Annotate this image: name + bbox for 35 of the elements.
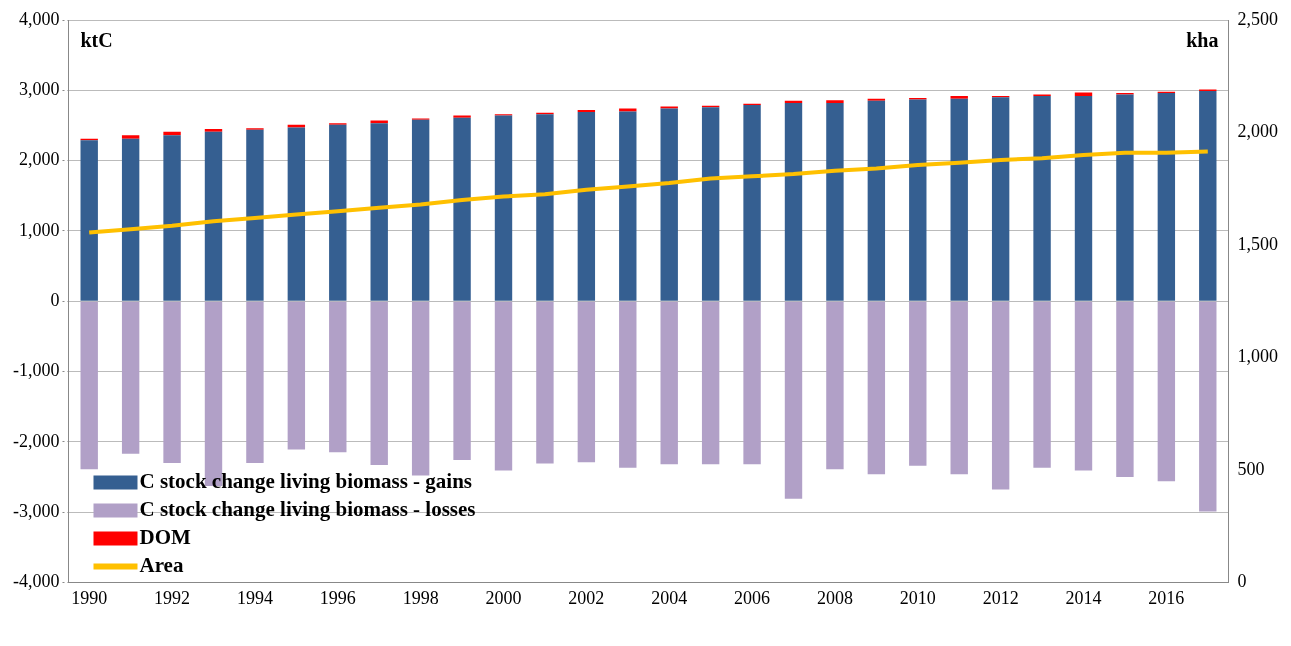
x-tick-label: 2006 [734, 587, 771, 608]
y2-tick-label: 0 [1237, 571, 1247, 592]
y-tick-label: 0 [50, 289, 60, 310]
y-tick-label: -1,000 [12, 360, 60, 381]
x-tick-label: 1994 [236, 587, 273, 608]
x-tick-label: 1992 [154, 587, 191, 608]
x-tick-label: 2010 [899, 587, 936, 608]
x-tick-label: 2012 [982, 587, 1019, 608]
y-tick-label: 2,000 [18, 149, 60, 170]
y-tick-label: 4,000 [18, 8, 60, 29]
y2-tick-label: 2,000 [1237, 121, 1278, 142]
legend-label: C stock change living biomass - gains [139, 468, 473, 493]
y2-tick-label: 500 [1237, 458, 1265, 479]
y2-axis-title: kha [1186, 29, 1219, 52]
x-tick-label: 2014 [1065, 587, 1102, 608]
x-tick-label: 2016 [1148, 587, 1185, 608]
y-tick-label: -3,000 [12, 500, 60, 521]
y-tick-label: 1,000 [18, 219, 60, 240]
y-tick-label: 3,000 [18, 79, 60, 100]
y-tick-label: -2,000 [12, 430, 60, 451]
x-tick-label: 2008 [816, 587, 853, 608]
legend-label: Area [139, 552, 184, 577]
y2-tick-label: 2,500 [1237, 8, 1278, 29]
legend-label: DOM [139, 524, 191, 549]
y-tick-label: -4,000 [12, 571, 60, 592]
x-tick-label: 2000 [485, 587, 522, 608]
y-axis-title: ktC [80, 29, 113, 52]
x-tick-label: 2002 [568, 587, 605, 608]
x-tick-label: 1998 [402, 587, 439, 608]
x-tick-label: 1990 [71, 587, 108, 608]
x-tick-label: 1996 [319, 587, 356, 608]
y2-tick-label: 1,000 [1237, 346, 1278, 367]
legend-label: C stock change living biomass - losses [139, 496, 476, 521]
x-tick-label: 2004 [651, 587, 688, 608]
y2-tick-label: 1,500 [1237, 233, 1278, 254]
